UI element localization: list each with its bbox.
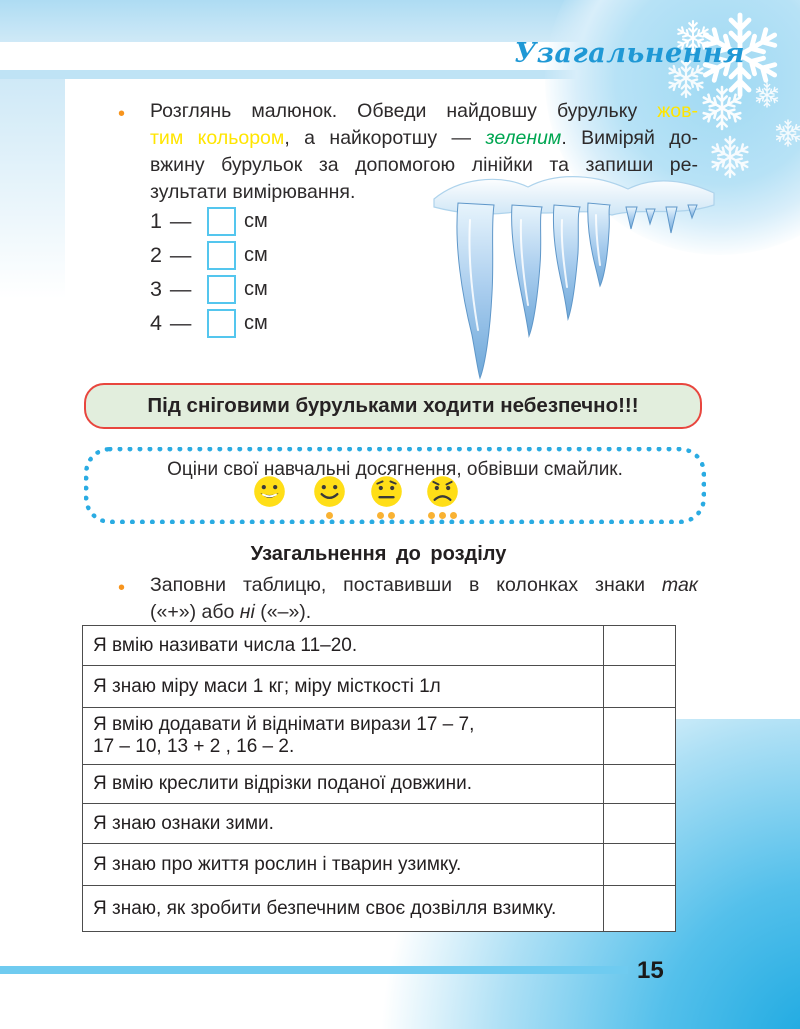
footer-bar <box>0 966 628 974</box>
task1-yellow-highlight: тим кольором <box>150 127 285 149</box>
checklist-statement: Я знаю ознаки зими. <box>82 803 604 844</box>
checklist-statement: Я знаю, як зробити безпечним своє дозвіл… <box>82 885 604 932</box>
dot-scale <box>324 512 335 520</box>
task2-text: («–»). <box>254 601 312 623</box>
bullet-icon: • <box>118 103 126 125</box>
assessment-box: Оціни свої навчальні досягнення, обвівши… <box>84 447 706 524</box>
table-row: Я знаю міру маси 1 кг; міру місткості 1л <box>82 665 676 708</box>
measure-input-3[interactable] <box>207 274 236 304</box>
task2-text: Заповни таблицю, поставивши в колонках з… <box>150 574 662 596</box>
grin-face-icon[interactable] <box>249 474 289 520</box>
task1-text: зультати вимірювання. <box>150 181 356 203</box>
measure-input-2[interactable] <box>207 240 236 270</box>
checklist-statement: Я вмію називати числа 11–20. <box>82 625 604 666</box>
warning-box: Під сніговими бурульками ходити небезпеч… <box>84 383 702 429</box>
dot-scale <box>375 512 397 520</box>
section-heading: Узагальнення до розділу <box>250 543 507 565</box>
measure-row: 4 — см <box>150 308 268 338</box>
checklist-statement: Я знаю міру маси 1 кг; міру місткості 1л <box>82 665 604 708</box>
measure-unit: см <box>244 311 268 334</box>
checklist-statement: Я знаю про життя рослин і тварин узимку. <box>82 843 604 886</box>
task1-green-highlight: зеленим <box>485 127 562 149</box>
bullet-icon: • <box>118 577 126 599</box>
measure-unit: см <box>244 277 268 300</box>
task2-italic-word: ні <box>239 601 255 623</box>
measure-label: 1 — <box>150 208 193 233</box>
task1-text: вжину бурульок за допомогою лінійки та з… <box>150 154 698 176</box>
header-underline-strip <box>0 70 800 79</box>
table-row: Я знаю, як зробити безпечним своє дозвіл… <box>82 885 676 932</box>
warning-text: Під сніговими бурульками ходити небезпеч… <box>147 394 639 417</box>
neutral-face-icon[interactable] <box>366 474 406 520</box>
task1-text: , а найкоротшу — <box>284 127 486 149</box>
left-margin-fade <box>0 79 65 299</box>
measure-unit: см <box>244 243 268 266</box>
table-row: Я знаю про життя рослин і тварин узимку. <box>82 843 676 886</box>
measure-unit: см <box>244 209 268 232</box>
checklist-answer-cell-5[interactable] <box>603 803 676 844</box>
checklist-statement: Я вмію додавати й віднімати вирази 17 – … <box>82 707 604 765</box>
page-number: 15 <box>637 957 664 984</box>
checklist-answer-cell-4[interactable] <box>603 764 676 804</box>
measure-label: 4 — <box>150 310 193 335</box>
measure-row: 3 — см <box>150 274 268 304</box>
table-row: Я вмію називати числа 11–20. <box>82 625 676 666</box>
checklist-table: Я вмію називати числа 11–20. Я знаю міру… <box>82 625 676 932</box>
measure-input-4[interactable] <box>207 308 236 338</box>
sad-face-icon[interactable] <box>422 474 462 520</box>
table-row: Я вмію креслити відрізки поданої довжини… <box>82 764 676 804</box>
task2-paragraph: Заповни таблицю, поставивши в колонках з… <box>150 572 698 626</box>
assessment-prompt: Оціни свої навчальні досягнення, обвівши… <box>167 459 623 480</box>
task1-text: . Виміряй до- <box>561 127 699 149</box>
task1-paragraph: Розглянь малюнок. Обведи найдовшу буруль… <box>150 98 698 206</box>
task2-italic-word: так <box>661 574 698 596</box>
dot-scale <box>426 512 459 520</box>
page-title: Узагальнення <box>514 38 745 69</box>
smile-face-icon[interactable] <box>309 474 349 520</box>
measure-label: 3 — <box>150 276 193 301</box>
icicles-illustration <box>433 176 715 380</box>
checklist-answer-cell-2[interactable] <box>603 665 676 708</box>
checklist-statement: Я вмію креслити відрізки поданої довжини… <box>82 764 604 804</box>
measure-row: 1 — см <box>150 206 268 236</box>
task1-yellow-highlight: жов- <box>657 100 698 122</box>
measure-input-1[interactable] <box>207 206 236 236</box>
checklist-answer-cell-3[interactable] <box>603 707 676 765</box>
table-row: Я вмію додавати й віднімати вирази 17 – … <box>82 707 676 765</box>
checklist-answer-cell-7[interactable] <box>603 885 676 932</box>
checklist-answer-cell-6[interactable] <box>603 843 676 886</box>
task2-text: («+») або <box>150 601 240 623</box>
checklist-answer-cell-1[interactable] <box>603 625 676 666</box>
task1-text: Розглянь малюнок. Обведи найдовшу буруль… <box>150 100 658 122</box>
measure-label: 2 — <box>150 242 193 267</box>
measure-row: 2 — см <box>150 240 268 270</box>
table-row: Я знаю ознаки зими. <box>82 803 676 844</box>
